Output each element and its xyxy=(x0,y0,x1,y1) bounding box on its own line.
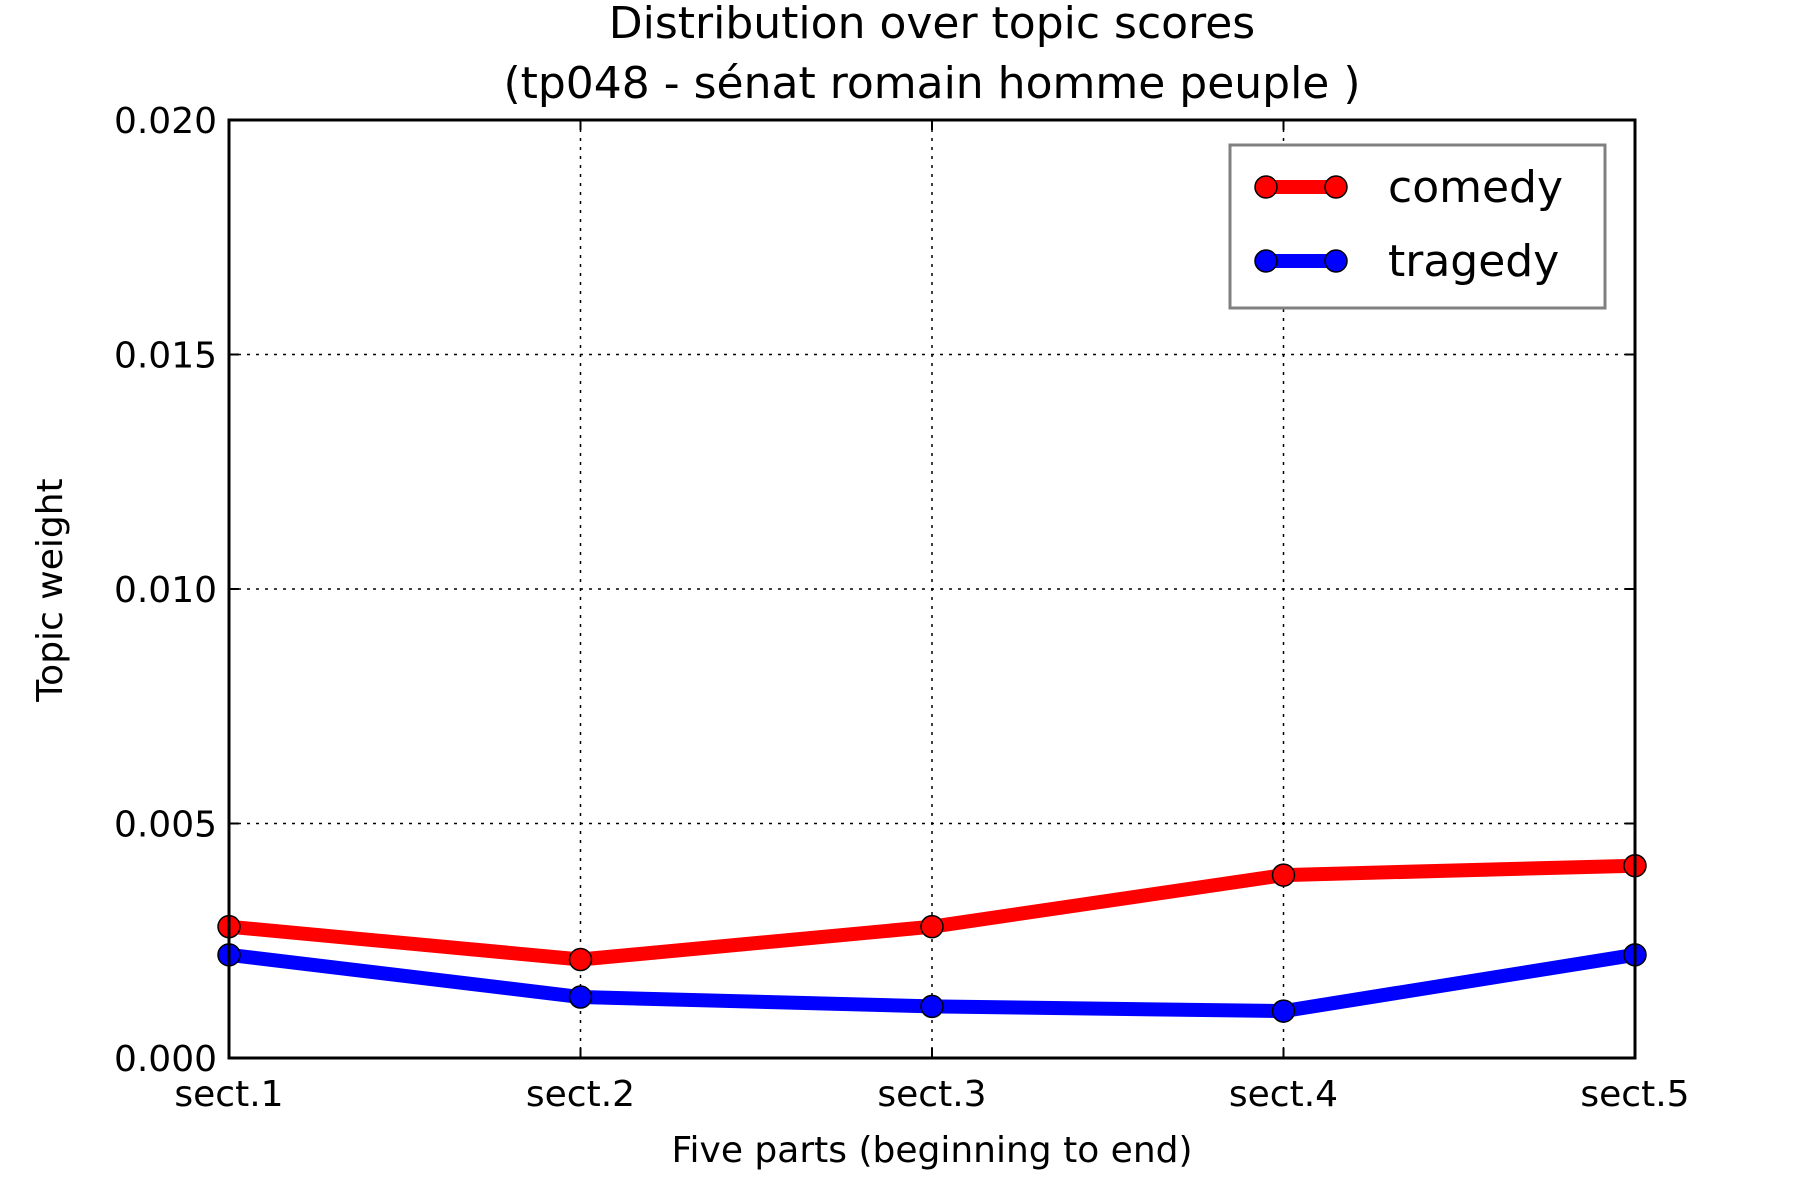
x-tick-label: sect.1 xyxy=(174,1074,283,1115)
legend-marker-tragedy xyxy=(1324,249,1348,273)
axis-ticks: sect.1 sect.2 sect.3 sect.4 sect.5 0.000 0.005… xyxy=(114,101,1690,1115)
series-layer xyxy=(217,853,1647,1023)
y-tick-label: 0.005 xyxy=(114,805,217,846)
legend-marker-comedy xyxy=(1254,175,1278,199)
data-point-comedy xyxy=(568,947,593,972)
x-tick-label: sect.2 xyxy=(526,1074,635,1115)
legend-marker-comedy xyxy=(1324,175,1348,199)
grid-lines xyxy=(229,120,1635,1058)
legend: comedy tragedy xyxy=(1228,143,1607,310)
data-point-tragedy xyxy=(1271,999,1296,1023)
y-tick-label: 0.010 xyxy=(114,570,217,611)
y-tick-label: 0.015 xyxy=(114,336,217,377)
data-point-comedy xyxy=(1271,863,1296,887)
legend-marker-tragedy xyxy=(1254,249,1278,273)
legend-label-comedy: comedy xyxy=(1388,162,1563,213)
y-tick-label: 0.020 xyxy=(114,101,217,142)
legend-label-tragedy: tragedy xyxy=(1388,236,1559,287)
data-point-comedy xyxy=(920,914,944,939)
data-point-tragedy xyxy=(920,994,944,1019)
data-point-tragedy xyxy=(568,985,593,1009)
y-axis-label: Topic weight xyxy=(30,478,71,702)
chart-title: Distribution over topic scores xyxy=(609,0,1255,49)
legend-box xyxy=(1228,143,1607,310)
x-tick-label: sect.3 xyxy=(877,1074,986,1115)
chart-subtitle: (tp048 - sénat romain homme peuple ) xyxy=(503,58,1360,109)
x-tick-label: sect.4 xyxy=(1229,1074,1338,1115)
y-tick-label: 0.000 xyxy=(114,1039,217,1080)
x-tick-label: sect.5 xyxy=(1580,1074,1689,1115)
x-axis-label: Five parts (beginning to end) xyxy=(671,1130,1192,1171)
